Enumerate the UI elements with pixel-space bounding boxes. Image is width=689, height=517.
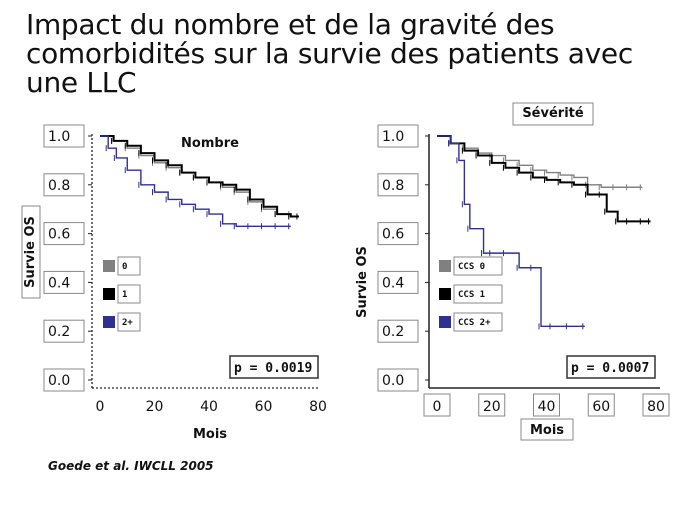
- y-tick-box: [377, 319, 419, 343]
- y-tick-label: 0.6: [382, 227, 404, 243]
- x-tick-label: 60: [255, 399, 273, 415]
- y-tick-box: [377, 173, 419, 197]
- y-tick-box: [377, 222, 419, 246]
- y-tick-box: [43, 368, 85, 392]
- chart-title-box: [512, 102, 594, 126]
- y-tick-label: 0.2: [382, 324, 404, 340]
- legend-label-2: 1: [122, 290, 127, 300]
- x-axis-title: Mois: [530, 423, 564, 438]
- legend-label-1: 0: [122, 262, 127, 272]
- legend-swatch-2: [103, 288, 115, 300]
- x-tick-label: 0: [433, 399, 442, 415]
- x-tick-label: 20: [483, 399, 501, 415]
- x-axis-title-box: [520, 418, 574, 441]
- legend-swatch-3: [439, 316, 451, 328]
- y-tick-label: 0.8: [48, 178, 70, 194]
- p-value: p = 0.0019: [234, 361, 312, 376]
- legend-swatch-1: [103, 260, 115, 272]
- y-tick-label: 0.4: [382, 275, 404, 291]
- y-tick-label: 0.8: [382, 178, 404, 194]
- x-tick-box: [478, 393, 506, 417]
- legend-label-1: CCS 0: [458, 262, 485, 272]
- y-tick-box: [377, 270, 419, 294]
- y-tick-label: 0.4: [48, 275, 70, 291]
- y-tick-box: [377, 124, 419, 148]
- chart-nombre: 0.0 0.2 0.4 0.6 0.8 1.0 0 20 40 60 80 Survie OS Mois…: [21, 124, 327, 442]
- legend-box: [117, 312, 141, 332]
- x-tick-box: [423, 393, 451, 417]
- legend-box: [117, 256, 141, 276]
- x-axis-title: Mois: [193, 427, 227, 442]
- y-tick-label: 0.6: [48, 227, 70, 243]
- x-tick-label: 40: [200, 399, 218, 415]
- series-line-1: [437, 135, 643, 188]
- x-tick-label: 20: [146, 399, 164, 415]
- slide-title: Impact du nombre et de la gravité des co…: [26, 8, 633, 99]
- legend-box: [453, 284, 503, 304]
- x-tick-label: 80: [309, 399, 327, 415]
- y-tick-label: 1.0: [48, 129, 70, 145]
- series-line-3: [437, 135, 585, 328]
- legend-swatch-3: [103, 316, 115, 328]
- x-tick-label: 60: [592, 399, 610, 415]
- y-axis-title: Survie OS: [23, 216, 38, 288]
- x-tick-label: 80: [647, 399, 665, 415]
- x-tick-label: 40: [538, 399, 556, 415]
- p-value: p = 0.0007: [571, 361, 649, 376]
- x-tick-box: [587, 393, 615, 417]
- y-tick-label: 0.0: [48, 373, 70, 389]
- x-tick-box: [533, 393, 560, 417]
- y-tick-box: [43, 319, 85, 343]
- series-line-3: [100, 135, 291, 227]
- legend-label-2: CCS 1: [458, 290, 485, 300]
- y-tick-box: [43, 173, 85, 197]
- series-line-2: [437, 135, 651, 223]
- y-tick-label: 0.0: [382, 373, 404, 389]
- chart-severite: 0.0 0.2 0.4 0.6 0.8 1.0 0 20 40 60 80 Survie OS Mois…: [355, 102, 670, 441]
- series-line-2: [100, 135, 299, 218]
- citation: Goede et al. IWCLL 2005: [48, 459, 214, 473]
- p-value-box: [566, 355, 656, 379]
- y-tick-label: 1.0: [382, 129, 404, 145]
- y-axis-title: Survie OS: [355, 246, 370, 318]
- chart-title: Nombre: [181, 136, 239, 151]
- p-value-box: [229, 355, 319, 379]
- y-tick-box: [377, 368, 419, 392]
- legend-swatch-1: [439, 260, 451, 272]
- legend-box: [453, 312, 503, 332]
- x-tick-box: [642, 393, 670, 417]
- x-tick-label: 0: [96, 399, 105, 415]
- y-tick-box: [43, 270, 85, 294]
- legend-box: [117, 284, 141, 304]
- chart-title: Sévérité: [522, 106, 584, 121]
- legend-label-3: 2+: [122, 318, 133, 328]
- y-axis-title-box: [21, 205, 41, 299]
- y-tick-label: 0.2: [48, 324, 70, 340]
- legend-label-3: CCS 2+: [458, 318, 491, 328]
- y-tick-box: [43, 222, 85, 246]
- y-tick-box: [43, 124, 85, 148]
- legend-box: [453, 256, 503, 276]
- legend-swatch-2: [439, 288, 451, 300]
